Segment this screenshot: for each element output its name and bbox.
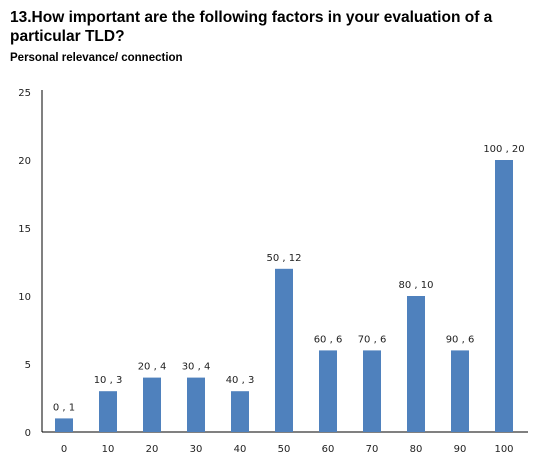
x-tick-label: 30: [190, 444, 203, 455]
y-tick-label: 25: [18, 88, 31, 99]
y-tick-label: 5: [25, 360, 31, 371]
chart-subtitle: Personal relevance/ connection: [10, 52, 183, 64]
data-label: 20 , 4: [138, 362, 167, 373]
x-tick-label: 10: [102, 444, 115, 455]
data-label: 100 , 20: [483, 144, 524, 155]
bar: [363, 350, 381, 432]
bar: [319, 350, 337, 432]
x-tick-label: 70: [366, 444, 379, 455]
x-tick-label: 20: [146, 444, 159, 455]
y-tick-label: 10: [18, 292, 31, 303]
data-label: 30 , 4: [182, 362, 211, 373]
bar: [407, 296, 425, 432]
data-label: 80 , 10: [399, 280, 434, 291]
x-tick-label: 80: [410, 444, 423, 455]
y-tick-label: 15: [18, 224, 31, 235]
bar: [231, 391, 249, 432]
x-tick-label: 40: [234, 444, 247, 455]
y-tick-label: 0: [25, 428, 31, 439]
data-label: 50 , 12: [267, 253, 302, 264]
x-tick-label: 0: [61, 444, 67, 455]
data-label: 90 , 6: [446, 334, 475, 345]
question-title: 13.How important are the following facto…: [10, 9, 493, 45]
data-label: 10 , 3: [94, 375, 123, 386]
data-label: 40 , 3: [226, 375, 255, 386]
x-tick-label: 50: [278, 444, 291, 455]
bar: [143, 377, 161, 432]
x-tick-label: 60: [322, 444, 335, 455]
bar: [187, 377, 205, 432]
x-tick-label: 90: [454, 444, 467, 455]
bar: [55, 418, 73, 432]
bar: [451, 350, 469, 432]
data-label: 70 , 6: [358, 334, 387, 345]
bar: [275, 268, 293, 432]
y-tick-label: 20: [18, 156, 31, 167]
x-tick-label: 100: [494, 444, 513, 455]
data-label: 60 , 6: [314, 334, 343, 345]
data-label: 0 , 1: [53, 402, 75, 413]
bar: [495, 160, 513, 432]
bar: [99, 391, 117, 432]
